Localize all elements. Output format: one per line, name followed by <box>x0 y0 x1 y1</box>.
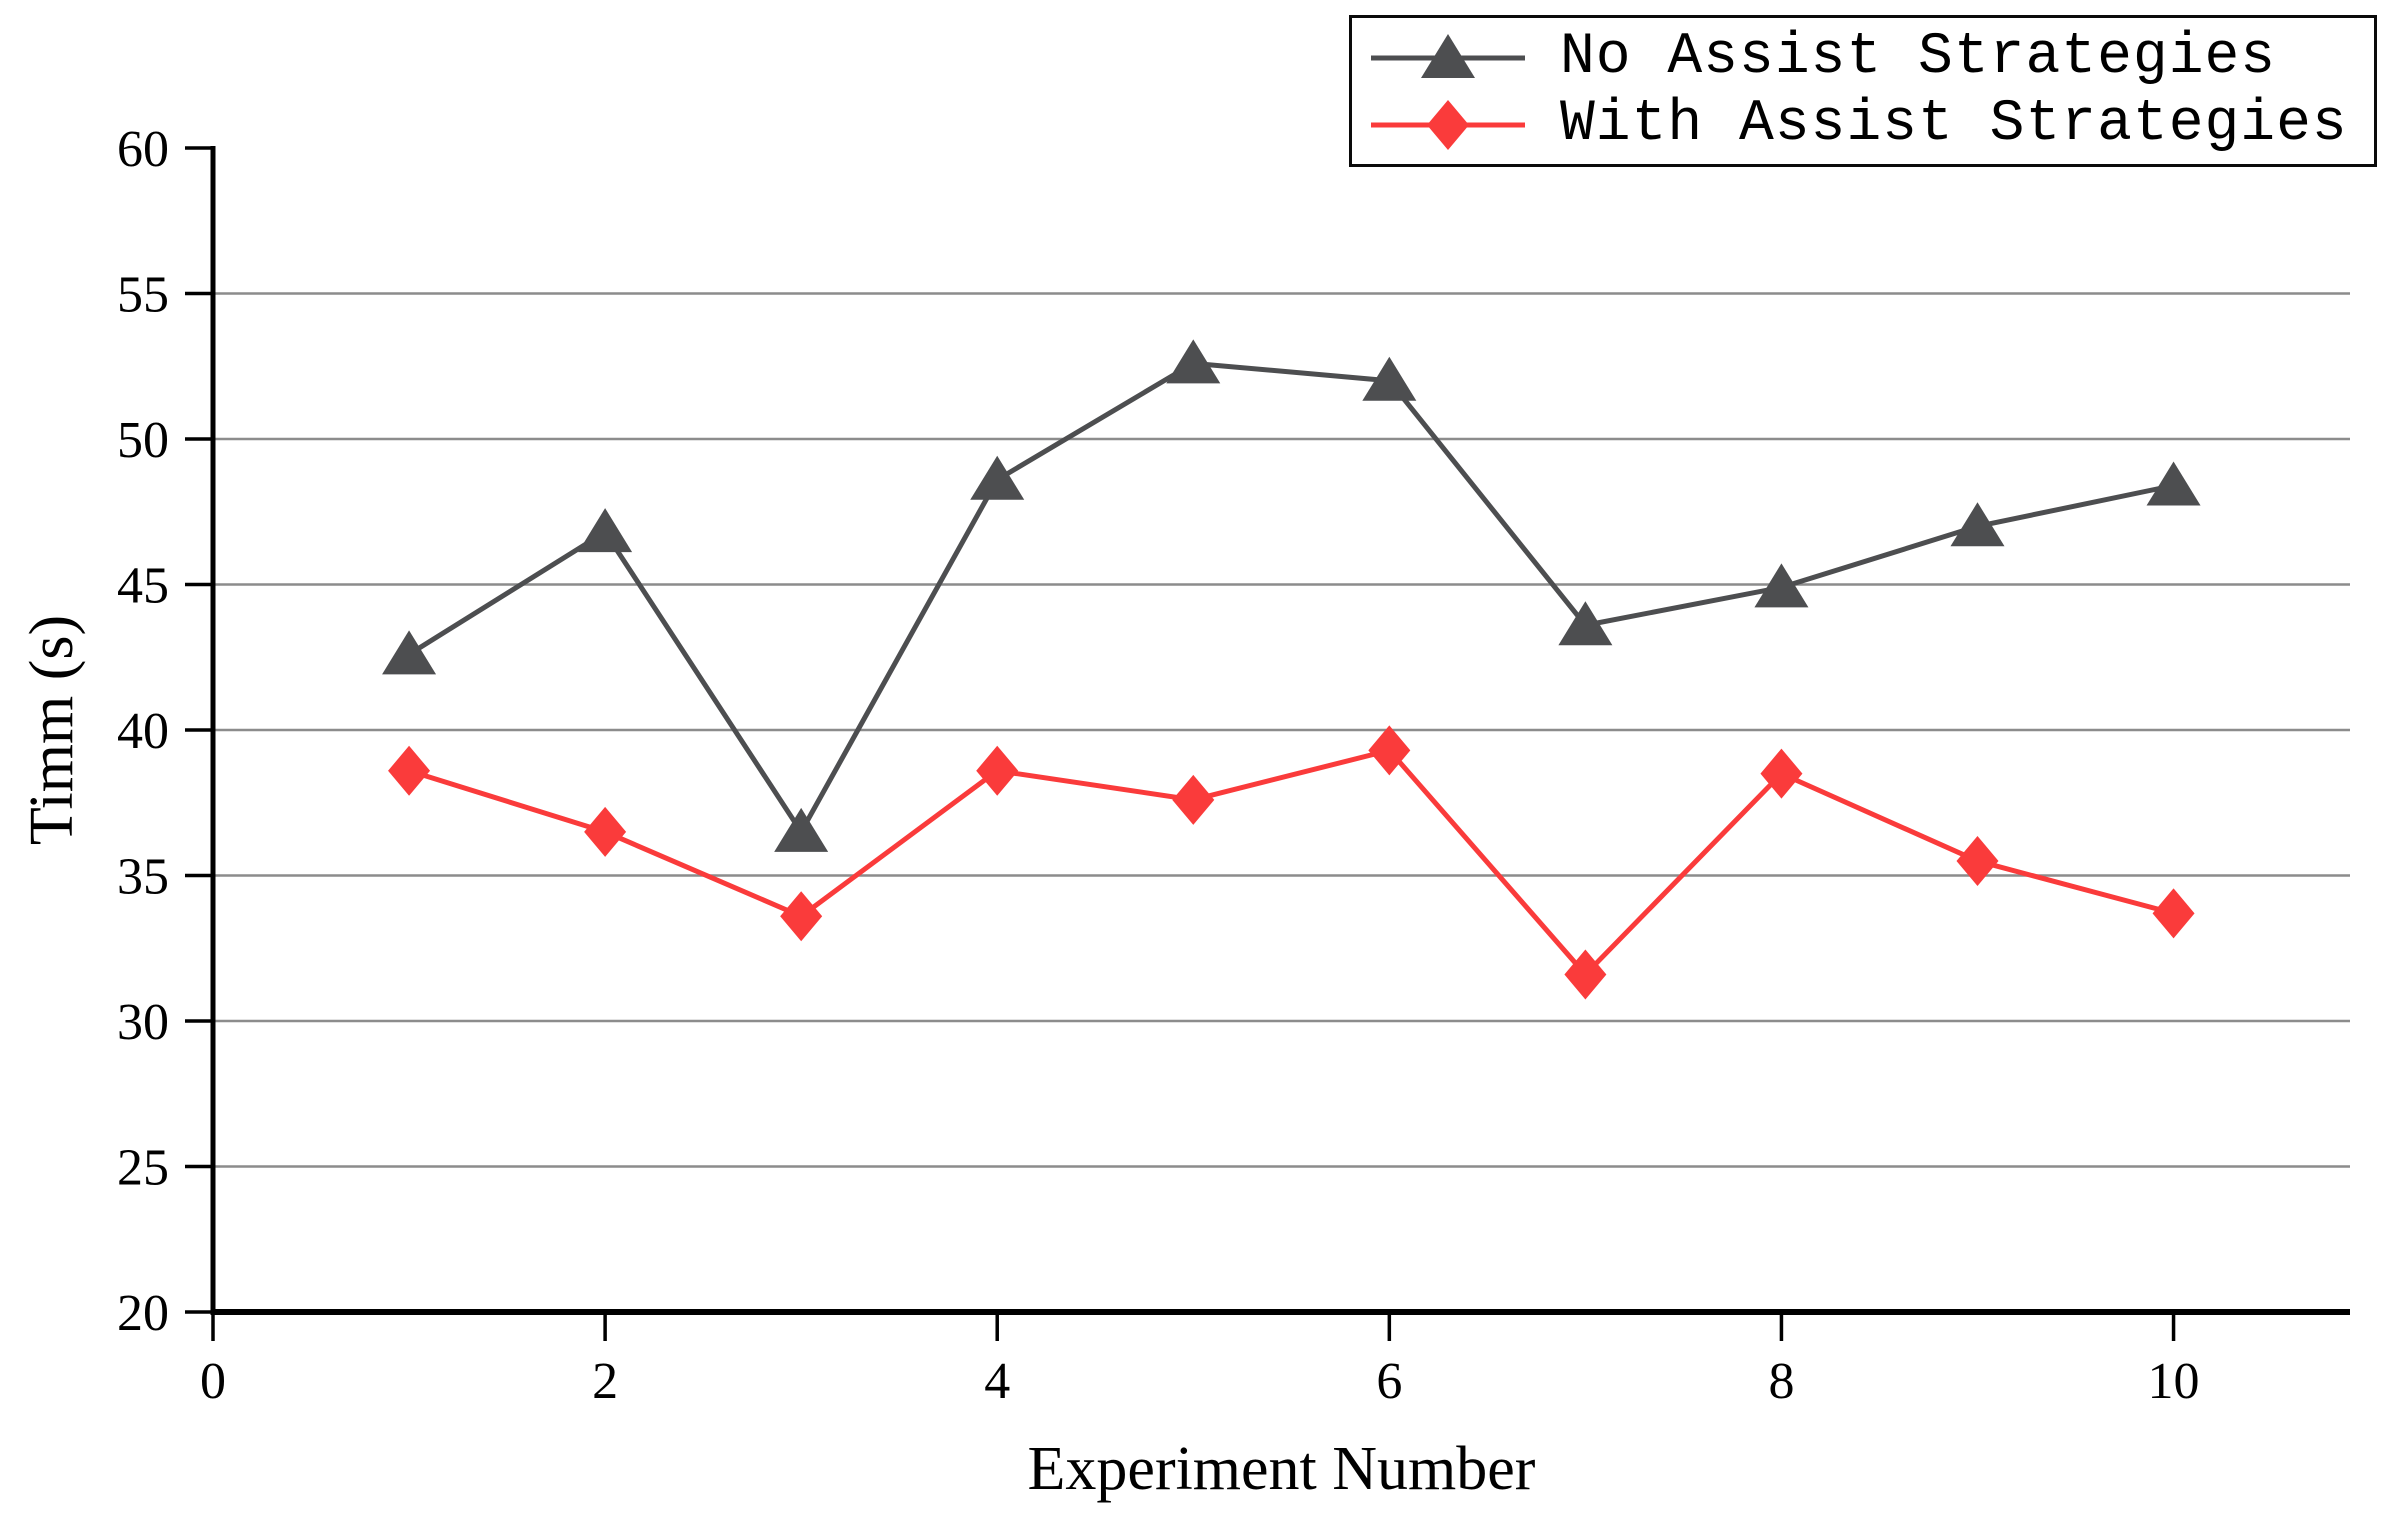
y-tick-label-30: 30 <box>117 994 169 1051</box>
with-assist-line-marker-sample <box>1371 99 1525 150</box>
x-tick-label-10: 10 <box>2148 1353 2200 1410</box>
marker-triangle-up-x1 <box>382 630 437 675</box>
x-tick-label-0: 0 <box>200 1353 226 1410</box>
series-line-1 <box>408 747 2175 977</box>
marker-triangle-up-x2 <box>578 508 633 553</box>
series-line-0 <box>407 360 2175 835</box>
y-axis-title: Timm (s) <box>18 614 86 846</box>
y-tick-label-20: 20 <box>117 1285 169 1342</box>
legend-label-no-assist: No Assist Strategies <box>1560 25 2277 90</box>
marker-triangle-up-x4 <box>970 455 1025 500</box>
no-assist-line-marker-sample <box>1371 33 1525 78</box>
x-tick-label-8: 8 <box>1768 1353 1794 1410</box>
marker-triangle-up-x10 <box>2146 461 2201 506</box>
legend-label-with-assist: With Assist Strategies <box>1560 92 2348 157</box>
legend-item-no-assist: No Assist Strategies <box>1368 25 2364 90</box>
marker-diamond-x9 <box>1956 835 1999 886</box>
marker-diamond-x2 <box>584 806 627 857</box>
marker-diamond-x7 <box>1564 949 1607 1000</box>
y-tick-label-35: 35 <box>117 849 169 906</box>
marker-triangle-up-x5 <box>1166 339 1221 384</box>
marker-triangle-up-x6 <box>1362 356 1417 401</box>
marker-triangle-up-x8 <box>1754 563 1809 608</box>
legend-sample-triangle-up <box>1421 33 1475 78</box>
legend: No Assist Strategies With Assist Strateg… <box>1349 15 2377 167</box>
y-tick-label-50: 50 <box>117 412 169 469</box>
x-axis-title: Experiment Number <box>1027 1435 1536 1503</box>
marker-diamond-x8 <box>1760 748 1803 799</box>
marker-diamond-x1 <box>388 745 431 796</box>
marker-diamond-x6 <box>1368 725 1411 776</box>
y-tick-label-45: 45 <box>117 558 169 615</box>
marker-diamond-x3 <box>780 891 823 942</box>
marker-triangle-up-x3 <box>774 807 829 852</box>
marker-triangle-up-x9 <box>1950 502 2005 547</box>
x-tick-label-2: 2 <box>592 1353 618 1410</box>
marker-diamond-x5 <box>1172 774 1215 825</box>
y-tick-label-60: 60 <box>117 121 169 178</box>
y-tick-label-40: 40 <box>117 703 169 760</box>
marker-triangle-up-x7 <box>1558 601 1613 646</box>
x-tick-label-6: 6 <box>1376 1353 1402 1410</box>
marker-diamond-x4 <box>976 745 1019 796</box>
legend-sample-diamond <box>1427 99 1469 150</box>
y-tick-label-55: 55 <box>117 267 169 324</box>
x-tick-label-4: 4 <box>984 1353 1010 1410</box>
y-tick-label-25: 25 <box>117 1140 169 1197</box>
marker-diamond-x10 <box>2152 888 2195 939</box>
legend-item-with-assist: With Assist Strategies <box>1368 92 2364 157</box>
